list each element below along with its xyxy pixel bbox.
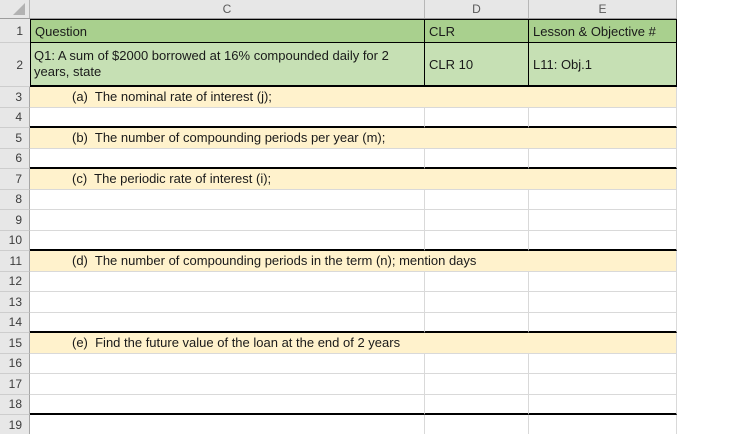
row-header[interactable]: 15 bbox=[0, 333, 30, 354]
cell-d[interactable] bbox=[425, 210, 529, 231]
question-part-cell[interactable]: (b) The number of compounding periods pe… bbox=[30, 128, 677, 149]
cell-e[interactable] bbox=[529, 107, 677, 128]
cell-e[interactable] bbox=[529, 374, 677, 395]
cell-e[interactable] bbox=[529, 394, 677, 415]
cell-d[interactable] bbox=[425, 107, 529, 128]
row-header[interactable]: 16 bbox=[0, 353, 30, 374]
table-row: 12 bbox=[0, 271, 736, 292]
cell-c[interactable] bbox=[30, 353, 425, 374]
table-row: 17 bbox=[0, 374, 736, 395]
column-header-c[interactable]: C bbox=[30, 0, 425, 18]
question-header-cell[interactable]: Question bbox=[30, 19, 425, 43]
cell-c[interactable] bbox=[30, 374, 425, 395]
question-part-cell[interactable]: (e) Find the future value of the loan at… bbox=[30, 333, 677, 354]
cell-e[interactable] bbox=[529, 415, 677, 434]
row-header[interactable]: 6 bbox=[0, 148, 30, 169]
table-row: 14 bbox=[0, 312, 736, 333]
row-header[interactable]: 10 bbox=[0, 230, 30, 251]
table-row: 6 bbox=[0, 148, 736, 169]
row-header[interactable]: 13 bbox=[0, 292, 30, 313]
cell-e[interactable] bbox=[529, 292, 677, 313]
cell-d[interactable] bbox=[425, 189, 529, 210]
cell-d[interactable] bbox=[425, 394, 529, 415]
row-header[interactable]: 18 bbox=[0, 394, 30, 415]
lesson-objective-header-cell[interactable]: Lesson & Objective # bbox=[529, 19, 677, 43]
question-row: 2 Q1: A sum of $2000 borrowed at 16% com… bbox=[0, 43, 736, 87]
cell-c[interactable] bbox=[30, 189, 425, 210]
row-header[interactable]: 4 bbox=[0, 107, 30, 128]
cell-d[interactable] bbox=[425, 415, 529, 434]
lesson-objective-value-cell[interactable]: L11: Obj.1 bbox=[529, 43, 677, 87]
cell-c[interactable] bbox=[30, 148, 425, 169]
row-header[interactable]: 19 bbox=[0, 415, 30, 434]
cell-d[interactable] bbox=[425, 230, 529, 251]
cell-e[interactable] bbox=[529, 230, 677, 251]
cell-d[interactable] bbox=[425, 312, 529, 333]
row-header[interactable]: 14 bbox=[0, 312, 30, 333]
table-row: 19 bbox=[0, 415, 736, 434]
table-row: 4 bbox=[0, 107, 736, 128]
question-part-cell[interactable]: (a) The nominal rate of interest (j); bbox=[30, 87, 677, 108]
cell-c[interactable] bbox=[30, 107, 425, 128]
question-text-cell[interactable]: Q1: A sum of $2000 borrowed at 16% compo… bbox=[30, 43, 425, 87]
cell-e[interactable] bbox=[529, 189, 677, 210]
cell-d[interactable] bbox=[425, 353, 529, 374]
question-part-cell[interactable]: (d) The number of compounding periods in… bbox=[30, 251, 677, 272]
row-header[interactable]: 7 bbox=[0, 169, 30, 190]
row-header[interactable]: 2 bbox=[0, 43, 30, 87]
cell-e[interactable] bbox=[529, 210, 677, 231]
clr-value-cell[interactable]: CLR 10 bbox=[425, 43, 529, 87]
row-header[interactable]: 12 bbox=[0, 271, 30, 292]
cell-d[interactable] bbox=[425, 374, 529, 395]
column-header-d[interactable]: D bbox=[425, 0, 529, 18]
table-row: 10 bbox=[0, 230, 736, 251]
cell-c[interactable] bbox=[30, 230, 425, 251]
column-header-bar: C D E bbox=[0, 0, 677, 19]
row-header[interactable]: 1 bbox=[0, 19, 30, 43]
table-row: 15 (e) Find the future value of the loan … bbox=[0, 333, 736, 354]
clr-header-cell[interactable]: CLR bbox=[425, 19, 529, 43]
table-row: 18 bbox=[0, 394, 736, 415]
table-row: 16 bbox=[0, 353, 736, 374]
cell-d[interactable] bbox=[425, 148, 529, 169]
row-header[interactable]: 8 bbox=[0, 189, 30, 210]
table-row: 7 (c) The periodic rate of interest (i); bbox=[0, 169, 736, 190]
table-row: 11 (d) The number of compounding periods … bbox=[0, 251, 736, 272]
cell-e[interactable] bbox=[529, 271, 677, 292]
cell-e[interactable] bbox=[529, 312, 677, 333]
row-header[interactable]: 17 bbox=[0, 374, 30, 395]
cell-c[interactable] bbox=[30, 271, 425, 292]
select-all-triangle-icon bbox=[13, 3, 25, 15]
table-row: 5 (b) The number of compounding periods p… bbox=[0, 128, 736, 149]
question-part-cell[interactable]: (c) The periodic rate of interest (i); bbox=[30, 169, 677, 190]
row-header[interactable]: 9 bbox=[0, 210, 30, 231]
row-header[interactable]: 5 bbox=[0, 128, 30, 149]
table-header-row: 1 Question CLR Lesson & Objective # bbox=[0, 19, 736, 43]
table-row: 8 bbox=[0, 189, 736, 210]
cell-e[interactable] bbox=[529, 148, 677, 169]
cell-c[interactable] bbox=[30, 210, 425, 231]
row-header[interactable]: 11 bbox=[0, 251, 30, 272]
table-row: 9 bbox=[0, 210, 736, 231]
row-header[interactable]: 3 bbox=[0, 87, 30, 108]
cell-e[interactable] bbox=[529, 353, 677, 374]
cell-c[interactable] bbox=[30, 415, 425, 434]
cell-d[interactable] bbox=[425, 292, 529, 313]
table-row: 3 (a) The nominal rate of interest (j); bbox=[0, 87, 736, 108]
cell-c[interactable] bbox=[30, 312, 425, 333]
column-header-e[interactable]: E bbox=[529, 0, 677, 18]
cell-d[interactable] bbox=[425, 271, 529, 292]
select-all-button[interactable] bbox=[0, 0, 30, 18]
cell-c[interactable] bbox=[30, 292, 425, 313]
cell-c[interactable] bbox=[30, 394, 425, 415]
body-rows: 3 (a) The nominal rate of interest (j); 4 5… bbox=[0, 87, 736, 434]
table-row: 13 bbox=[0, 292, 736, 313]
